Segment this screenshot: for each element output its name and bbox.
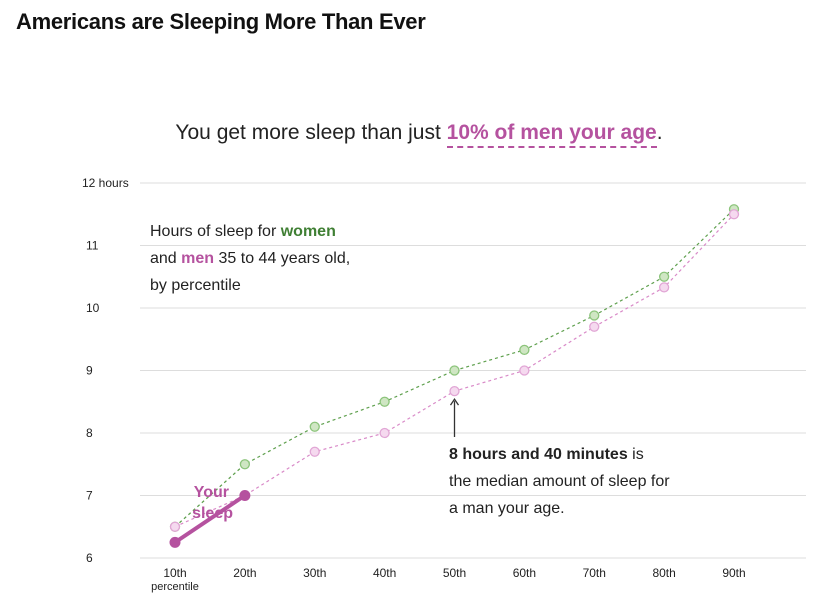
men-point-60th xyxy=(519,365,530,376)
legend-women: women xyxy=(280,223,336,240)
y-tick-label-7: 7 xyxy=(86,489,93,503)
annotation-bold: 8 hours and 40 minutes xyxy=(449,446,628,463)
x-tick-sublabel: percentile xyxy=(151,581,199,593)
subtitle-highlight: 10% of men your age xyxy=(446,121,657,148)
subtitle-suffix: . xyxy=(656,121,663,144)
x-tick-label-40th: 40th xyxy=(373,566,396,580)
x-tick-label-70th: 70th xyxy=(583,566,606,580)
women-point-30th xyxy=(309,421,320,432)
annotation-line-3: a man your age. xyxy=(449,500,565,517)
annotation-line-2: the median amount of sleep for xyxy=(449,473,670,490)
legend-line-2: and men 35 to 44 years old, xyxy=(150,245,350,272)
your-sleep-label-line-2: sleep xyxy=(192,505,233,522)
annotation-arrow-head xyxy=(449,397,460,406)
series-line-women xyxy=(174,208,735,528)
women-point-70th xyxy=(589,310,600,321)
women-point-20th xyxy=(239,459,251,470)
your-sleep-start-point xyxy=(169,536,181,548)
legend-line-1: Hours of sleep for women xyxy=(150,218,350,245)
x-tick-label-90th: 90th xyxy=(722,566,745,580)
your-sleep-end-point xyxy=(239,490,251,501)
legend-and: and xyxy=(150,250,177,267)
men-point-40th xyxy=(379,427,390,439)
women-point-50th xyxy=(449,365,460,376)
men-point-80th xyxy=(658,282,670,293)
annotation-is: is xyxy=(632,446,644,463)
median-annotation: 8 hours and 40 minutes is the median amo… xyxy=(449,441,670,522)
y-tick-label-11: 11 xyxy=(86,239,99,253)
y-tick-label-6: 6 xyxy=(86,551,93,565)
men-point-30th xyxy=(309,446,320,457)
men-point-90th xyxy=(728,209,740,220)
men-point-70th xyxy=(589,321,600,332)
legend-line-3: by percentile xyxy=(150,277,241,294)
chart-subtitle: You get more sleep than just 10% of men … xyxy=(0,121,838,148)
legend-age-range: 35 to 44 years old, xyxy=(218,250,351,267)
your-sleep-line xyxy=(173,493,247,545)
chart-legend: Hours of sleep for women and men 35 to 4… xyxy=(150,218,350,299)
y-tick-label-9: 9 xyxy=(86,364,93,378)
page-title: Americans are Sleeping More Than Ever xyxy=(16,9,426,34)
x-tick-label-50th: 50th xyxy=(443,566,466,580)
women-point-60th xyxy=(519,344,530,356)
legend-prefix: Hours of sleep for xyxy=(150,223,277,240)
women-point-80th xyxy=(658,271,670,282)
x-tick-label-60th: 60th xyxy=(513,566,536,580)
subtitle-prefix: You get more sleep than just xyxy=(175,121,441,144)
y-tick-label-8: 8 xyxy=(86,426,93,440)
x-tick-label-20th: 20th xyxy=(233,566,256,580)
legend-men: men xyxy=(181,250,215,267)
men-point-50th xyxy=(449,385,460,397)
y-tick-label-12: 12 hours xyxy=(82,176,129,190)
your-sleep-label-line-1: Your xyxy=(194,484,229,501)
women-point-40th xyxy=(379,396,390,407)
men-point-10th xyxy=(169,521,181,532)
x-tick-label-30th: 30th xyxy=(303,566,326,580)
x-tick-label-80th: 80th xyxy=(652,566,675,580)
x-tick-label-10th: 10th xyxy=(163,566,186,580)
y-tick-label-10: 10 xyxy=(86,301,100,315)
annotation-line-1: 8 hours and 40 minutes is xyxy=(449,441,670,468)
